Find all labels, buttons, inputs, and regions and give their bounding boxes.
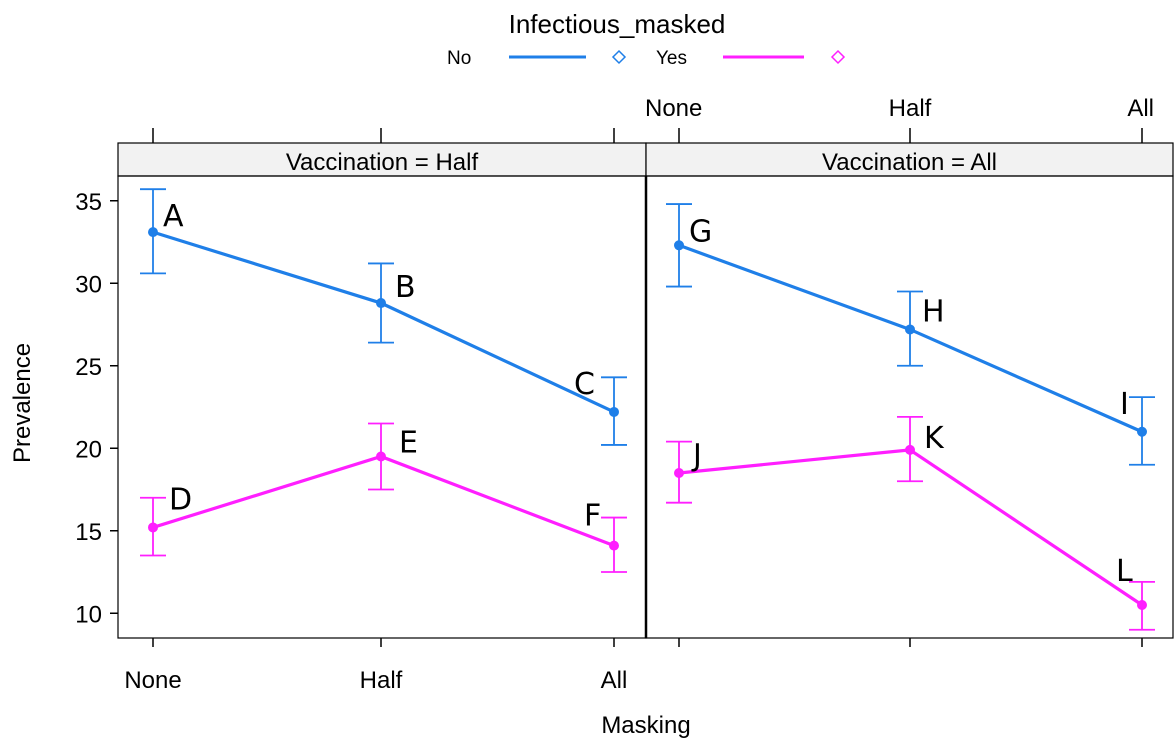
- y-tick-label: 35: [75, 189, 102, 216]
- data-point: [148, 227, 158, 238]
- data-point: [376, 451, 386, 462]
- point-label: G: [689, 214, 712, 249]
- data-point: [905, 444, 915, 455]
- x-tick-label: Half: [360, 667, 403, 694]
- x-tick-label-top: All: [1127, 95, 1154, 122]
- y-tick-label: 30: [75, 271, 102, 298]
- data-point: [905, 324, 915, 335]
- panel-frame-2: [645, 175, 1174, 639]
- legend-diamond-no: [611, 49, 627, 65]
- point-label: J: [691, 438, 702, 473]
- legend-diamond-yes: [830, 49, 846, 65]
- data-point: [609, 406, 619, 417]
- x-tick-label: None: [124, 667, 181, 694]
- x-axis-label: Masking: [601, 712, 690, 739]
- point-label: H: [922, 294, 945, 329]
- series-line-yes-panel1: [152, 454, 615, 548]
- data-point: [148, 522, 158, 533]
- y-tick-label: 20: [75, 436, 102, 463]
- legend-title: Infectious_masked: [509, 9, 726, 39]
- panel-strip-label-2: Vaccination = All: [822, 149, 997, 176]
- y-tick-label: 15: [75, 519, 102, 546]
- data-point: [1137, 426, 1147, 437]
- point-label: F: [584, 499, 601, 534]
- data-point: [674, 240, 684, 251]
- point-label: I: [1120, 387, 1129, 422]
- data-point: [674, 468, 684, 478]
- data-point: [1137, 600, 1147, 610]
- x-tick-label-top: None: [645, 95, 702, 122]
- point-label: C: [574, 367, 595, 402]
- x-tick-label: All: [601, 667, 628, 694]
- data-point: [609, 540, 619, 551]
- y-axis-label: Prevalence: [9, 343, 36, 463]
- y-tick-label: 25: [75, 354, 102, 381]
- point-label: B: [395, 270, 416, 305]
- point-label: E: [399, 426, 418, 461]
- plot-area: Vaccination = Half Vaccination = All 10 15 2…: [75, 95, 1174, 694]
- x-tick-label-top: Half: [889, 95, 932, 122]
- legend: Infectious_masked No Yes: [447, 9, 846, 69]
- panel-strip-label-1: Vaccination = Half: [286, 149, 479, 176]
- y-tick-label: 10: [75, 601, 102, 628]
- legend-label-no: No: [447, 48, 471, 69]
- panel-strip-2: [645, 142, 1174, 177]
- point-label: A: [163, 199, 184, 234]
- point-label: K: [924, 421, 945, 456]
- data-point: [376, 298, 386, 309]
- panel-strip-1: [117, 142, 647, 177]
- point-label: D: [169, 482, 192, 517]
- legend-label-yes: Yes: [656, 48, 687, 69]
- series-line-no-panel1: [152, 230, 615, 414]
- point-label: L: [1116, 554, 1133, 589]
